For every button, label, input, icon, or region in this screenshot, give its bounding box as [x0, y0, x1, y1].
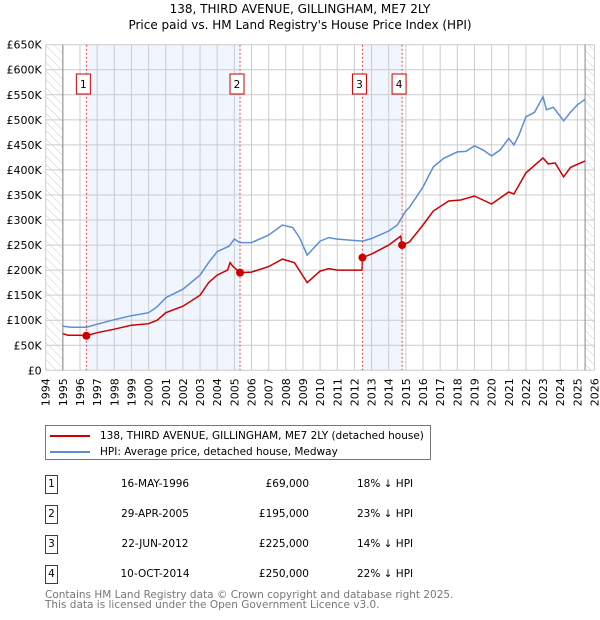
sale-marker-label: 3 — [356, 79, 363, 91]
x-tick-label: 1994 — [40, 378, 53, 406]
x-tick-label: 2003 — [194, 378, 207, 406]
y-tick-label: £500K — [6, 114, 42, 127]
shaded-ownership-period — [86, 44, 241, 371]
x-tick-label: 1999 — [125, 378, 138, 406]
sale-price: £250,000 — [258, 568, 309, 580]
x-tick-label: 2020 — [486, 378, 499, 406]
sale-marker-label: 2 — [234, 79, 241, 91]
sale-point — [398, 241, 407, 250]
x-tick-label: 2010 — [314, 378, 327, 406]
x-tick-label: 2006 — [246, 378, 259, 406]
legend-label: 138, THIRD AVENUE, GILLINGHAM, ME7 2LY (… — [100, 430, 424, 442]
price-chart: 138, THIRD AVENUE, GILLINGHAM, ME7 2LY P… — [6, 2, 600, 406]
x-tick-label: 1995 — [57, 378, 70, 406]
legend-label: HPI: Average price, detached house, Medw… — [100, 446, 338, 458]
y-tick-label: £550K — [6, 89, 42, 102]
x-tick-label: 2008 — [280, 378, 293, 406]
x-tick-label: 2002 — [177, 378, 190, 406]
footer-licence: This data is licensed under the Open Gov… — [45, 599, 380, 611]
sale-point — [236, 268, 245, 277]
chart-title: 138, THIRD AVENUE, GILLINGHAM, ME7 2LY — [170, 2, 431, 16]
x-tick-label: 2004 — [211, 378, 224, 406]
x-tick-label: 2016 — [417, 378, 430, 406]
y-tick-label: £150K — [6, 289, 42, 302]
x-tick-label: 2021 — [503, 378, 516, 406]
y-tick-label: £300K — [6, 214, 42, 227]
footer: Contains HM Land Registry data © Crown c… — [45, 589, 454, 611]
y-tick-label: £50K — [13, 339, 42, 352]
x-tick-label: 2000 — [143, 378, 156, 406]
sale-price: £195,000 — [258, 508, 309, 520]
x-tick-label: 1996 — [74, 378, 87, 406]
hatched-region-after — [585, 44, 595, 371]
legend-item-hpi: HPI: Average price, detached house, Medw… — [50, 444, 338, 460]
sale-marker-badge — [351, 73, 367, 95]
x-tick-label: 2001 — [160, 378, 173, 406]
x-tick-label: 2025 — [571, 378, 584, 406]
x-tick-label: 2007 — [263, 378, 276, 406]
hpi-diff: 14% ↓ HPI — [357, 538, 414, 550]
table-row: 1 16-MAY-1996 £69,000 18% ↓ HPI — [45, 475, 465, 495]
x-tick-label: 2011 — [331, 378, 344, 406]
hpi-diff: 22% ↓ HPI — [357, 568, 414, 580]
sale-number-badge: 4 — [45, 565, 58, 584]
y-tick-label: £350K — [6, 189, 42, 202]
sale-date: 16-MAY-1996 — [120, 478, 190, 490]
x-tick-label: 2023 — [537, 378, 550, 406]
x-tick-label: 2018 — [451, 378, 464, 406]
sale-marker-label: 4 — [396, 79, 403, 91]
sale-date: 10-OCT-2014 — [120, 568, 190, 580]
table-row: 3 22-JUN-2012 £225,000 14% ↓ HPI — [45, 535, 465, 555]
sale-marker-badge — [75, 73, 91, 95]
y-tick-label: £200K — [6, 264, 42, 277]
y-tick-label: £650K — [6, 39, 42, 52]
x-tick-label: 1997 — [91, 378, 104, 406]
x-tick-label: 2022 — [520, 378, 533, 406]
y-tick-label: £400K — [6, 164, 42, 177]
sale-marker-label: 1 — [80, 79, 87, 91]
x-tick-label: 2024 — [554, 378, 567, 406]
table-row: 2 29-APR-2005 £195,000 23% ↓ HPI — [45, 505, 465, 525]
x-tick-label: 2026 — [589, 378, 600, 406]
sale-point — [82, 331, 91, 340]
hpi-diff: 23% ↓ HPI — [357, 508, 414, 520]
sale-number-badge: 2 — [45, 505, 58, 524]
sale-price: £225,000 — [258, 538, 309, 550]
x-tick-label: 2012 — [348, 378, 361, 406]
x-tick-label: 1998 — [108, 378, 121, 406]
x-tick-label: 2017 — [434, 378, 447, 406]
sale-date: 22-JUN-2012 — [121, 538, 189, 550]
sale-point — [358, 253, 367, 262]
y-tick-label: £250K — [6, 239, 42, 252]
x-tick-label: 2005 — [228, 378, 241, 406]
sale-date: 29-APR-2005 — [121, 508, 189, 520]
x-tick-label: 2014 — [383, 378, 396, 406]
sale-marker-badge — [391, 73, 407, 95]
footer-copyright: Contains HM Land Registry data © Crown c… — [45, 589, 454, 601]
x-tick-label: 2013 — [366, 378, 379, 406]
x-tick-label: 2019 — [468, 378, 481, 406]
sale-number-badge: 1 — [45, 475, 58, 494]
legend-item-property: 138, THIRD AVENUE, GILLINGHAM, ME7 2LY (… — [50, 428, 424, 444]
hatched-region-before — [45, 44, 63, 371]
sale-price: £69,000 — [265, 478, 309, 490]
property-price-line — [62, 156, 586, 337]
y-tick-label: £0 — [28, 364, 42, 377]
y-tick-label: £100K — [6, 314, 42, 327]
legend-swatch-blue — [50, 451, 90, 453]
y-tick-label: £600K — [6, 64, 42, 77]
hpi-diff: 18% ↓ HPI — [357, 478, 414, 490]
x-tick-label: 2009 — [297, 378, 310, 406]
y-tick-label: £450K — [6, 139, 42, 152]
x-tick-label: 2015 — [400, 378, 413, 406]
sale-marker-badge — [229, 73, 245, 95]
chart-subtitle: Price paid vs. HM Land Registry's House … — [128, 18, 471, 32]
table-row: 4 10-OCT-2014 £250,000 22% ↓ HPI — [45, 565, 465, 585]
legend: 138, THIRD AVENUE, GILLINGHAM, ME7 2LY (… — [45, 425, 431, 460]
shaded-ownership-period — [362, 44, 403, 371]
legend-swatch-red — [50, 435, 90, 437]
sale-number-badge: 3 — [45, 535, 58, 554]
